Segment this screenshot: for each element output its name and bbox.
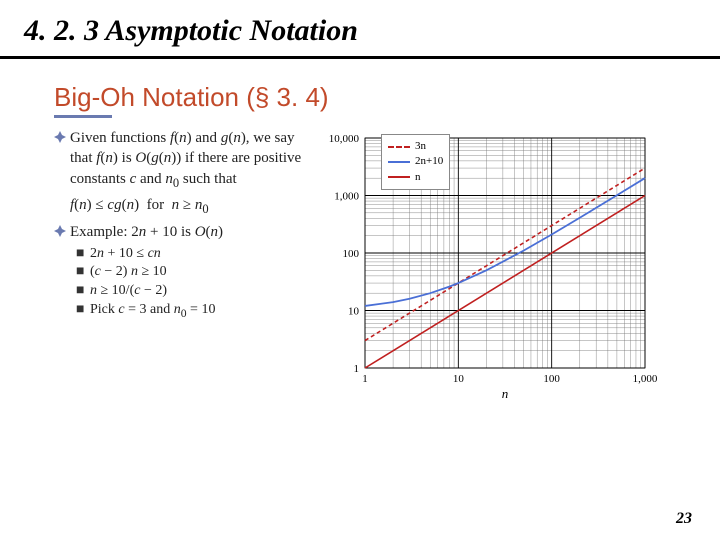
svg-text:n: n (502, 386, 509, 401)
legend-swatch (388, 176, 410, 178)
bullet-example: Example: 2n + 10 is O(n) (54, 222, 309, 242)
sub-bullet: ■(c − 2) n ≥ 10 (76, 263, 309, 282)
heading-underline (54, 115, 112, 118)
svg-text:1: 1 (354, 363, 360, 375)
chart-column: 1101001,0001101001,00010,000n 3n2n+10n (317, 128, 674, 408)
sub-bullets: ■2n + 10 ≤ cn■(c − 2) n ≥ 10■n ≥ 10/(c −… (54, 245, 309, 322)
svg-text:1,000: 1,000 (633, 373, 657, 385)
svg-text:10: 10 (348, 306, 360, 318)
legend-swatch (388, 161, 410, 163)
sub-bullet: ■Pick c = 3 and n0 = 10 (76, 301, 309, 322)
svg-text:100: 100 (343, 248, 360, 260)
legend-item: 2n+10 (388, 154, 443, 169)
sub-bullet-text: n ≥ 10/(c − 2) (90, 282, 309, 301)
svg-text:10,000: 10,000 (329, 133, 360, 145)
legend-item: n (388, 170, 443, 185)
legend-label: 2n+10 (415, 154, 443, 169)
svg-text:100: 100 (543, 373, 560, 385)
bullet-text: Given functions f(n) and g(n), we say th… (70, 128, 309, 191)
chart-legend: 3n2n+10n (381, 134, 450, 190)
slide-content: Big-Oh Notation (§ 3. 4) Given functions… (54, 82, 674, 408)
chart-svg: 1 10 100 1,000 1 10 100 1,000 10,000 n (317, 128, 657, 408)
sub-bullet: ■n ≥ 10/(c − 2) (76, 282, 309, 301)
sub-bullet: ■2n + 10 ≤ cn (76, 245, 309, 264)
svg-text:1: 1 (362, 373, 368, 385)
page-number: 23 (676, 510, 692, 528)
sub-bullet-text: Pick c = 3 and n0 = 10 (90, 301, 309, 322)
inequality-text: f(n) ≤ cg(n) for n ≥ n0 (70, 195, 309, 218)
legend-swatch (388, 146, 410, 148)
svg-text:1,000: 1,000 (334, 191, 359, 203)
bullet-icon (54, 128, 70, 191)
sub-bullet-icon: ■ (76, 245, 90, 264)
sub-bullet-icon: ■ (76, 282, 90, 301)
section-heading: Big-Oh Notation (§ 3. 4) (54, 82, 674, 113)
bullet-definition: Given functions f(n) and g(n), we say th… (54, 128, 309, 191)
svg-text:10: 10 (453, 373, 465, 385)
text-column: Given functions f(n) and g(n), we say th… (54, 128, 309, 408)
legend-item: 3n (388, 139, 443, 154)
legend-label: n (415, 170, 421, 185)
bullet-text: Example: 2n + 10 is O(n) (70, 222, 309, 242)
sub-bullet-icon: ■ (76, 263, 90, 282)
sub-bullet-text: 2n + 10 ≤ cn (90, 245, 309, 264)
legend-label: 3n (415, 139, 426, 154)
chart: 1101001,0001101001,00010,000n 3n2n+10n (317, 128, 674, 408)
sub-bullet-icon: ■ (76, 301, 90, 322)
inequality-line: f(n) ≤ cg(n) for n ≥ n0 (70, 195, 309, 218)
bullet-icon (54, 222, 70, 242)
sub-bullet-text: (c − 2) n ≥ 10 (90, 263, 309, 282)
page-title: 4. 2. 3 Asymptotic Notation (0, 0, 720, 59)
